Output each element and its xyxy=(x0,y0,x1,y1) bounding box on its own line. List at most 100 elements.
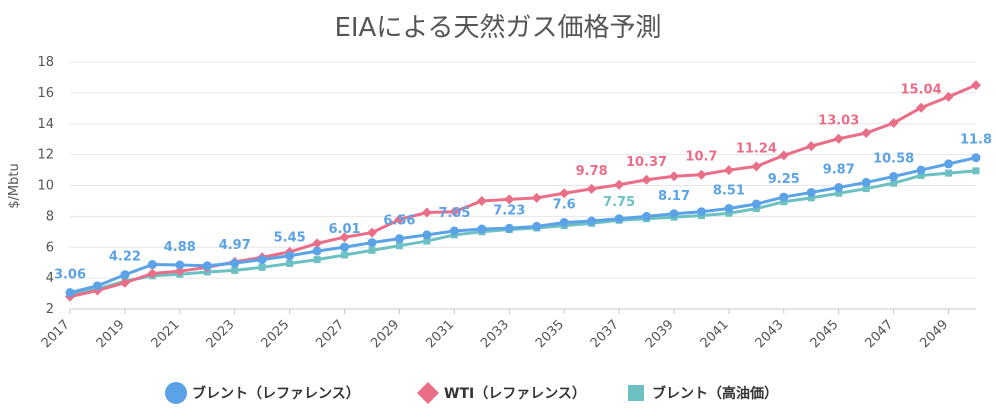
data-point xyxy=(477,224,487,234)
data-point xyxy=(368,246,376,254)
data-point xyxy=(394,234,404,244)
data-point xyxy=(504,194,515,205)
y-tick-label: 10 xyxy=(37,179,54,194)
data-point xyxy=(120,270,130,280)
data-point xyxy=(394,214,405,225)
data-point xyxy=(504,223,514,233)
y-tick-label: 14 xyxy=(37,117,54,132)
x-tick-label: 2033 xyxy=(478,317,512,351)
data-point xyxy=(230,258,240,268)
gridlines xyxy=(70,61,976,310)
data-point xyxy=(313,256,321,264)
data-point xyxy=(422,230,432,240)
x-tick-label: 2043 xyxy=(753,317,787,351)
data-point xyxy=(778,150,789,161)
data-point xyxy=(806,187,816,197)
y-tick-label: 12 xyxy=(37,148,54,163)
data-labels: 3.06 4.22 4.88 4.97 5.45 6.01 6.56 7.05 7.23 7.6 8… xyxy=(54,83,992,283)
x-tick-label: 2023 xyxy=(204,317,238,351)
data-point xyxy=(92,281,102,291)
data-label: 13.03 xyxy=(818,114,859,129)
data-label: 7.6 xyxy=(553,198,576,213)
data-point xyxy=(531,192,542,203)
data-point xyxy=(587,216,597,226)
data-point xyxy=(642,211,652,221)
data-label: 7.23 xyxy=(493,203,525,218)
data-label: 6.56 xyxy=(383,214,415,229)
data-point xyxy=(917,171,925,179)
series-1 xyxy=(65,153,981,298)
x-axis-ticks: 2017 2019 2021 2023 2025 2027 2029 2031 2033 2035… xyxy=(39,309,951,351)
data-label: 8.51 xyxy=(713,184,745,199)
data-point xyxy=(175,260,185,270)
data-point xyxy=(945,169,953,177)
data-point xyxy=(723,165,734,176)
data-point xyxy=(751,161,762,172)
data-label: 4.22 xyxy=(109,250,141,265)
x-tick-label: 2017 xyxy=(39,317,73,351)
data-point xyxy=(641,174,652,185)
data-point xyxy=(119,277,130,288)
data-point xyxy=(751,199,761,209)
legend-label: WTI（レファレンス） xyxy=(444,386,586,402)
data-label: 8.17 xyxy=(658,189,690,204)
data-point xyxy=(724,204,734,214)
data-point xyxy=(972,167,980,175)
legend-item-2[interactable]: WTI（レファレンス） xyxy=(417,382,586,404)
data-point xyxy=(725,209,733,217)
data-point xyxy=(696,169,707,180)
data-point xyxy=(916,102,927,113)
data-label: 9.25 xyxy=(768,172,800,187)
data-point xyxy=(888,117,899,128)
data-point xyxy=(395,242,403,250)
legend-square-icon xyxy=(628,385,644,401)
x-tick-label: 2037 xyxy=(588,317,622,351)
legend-item-1[interactable]: ブレント（レファレンス） xyxy=(165,382,360,404)
data-point xyxy=(971,80,981,91)
data-point xyxy=(890,179,898,187)
data-label: 4.97 xyxy=(219,238,251,253)
data-point xyxy=(341,251,349,259)
data-point xyxy=(861,128,872,139)
y-tick-label: 6 xyxy=(46,240,54,255)
data-label: 11.8 xyxy=(960,133,992,148)
data-point xyxy=(421,207,432,218)
data-point xyxy=(971,153,981,163)
data-label: 7.05 xyxy=(438,206,470,221)
data-point xyxy=(147,260,157,270)
y-tick-label: 2 xyxy=(46,302,54,317)
data-label: 3.06 xyxy=(54,268,86,283)
data-point xyxy=(614,214,624,224)
legend: ブレント（レファレンス） WTI（レファレンス） ブレント（高油価） xyxy=(165,382,778,404)
data-point xyxy=(669,209,679,219)
y-tick-label: 4 xyxy=(46,271,54,286)
data-point xyxy=(944,159,954,169)
data-point xyxy=(286,259,294,267)
x-tick-label: 2045 xyxy=(808,317,842,351)
data-point xyxy=(780,198,788,206)
data-label: 5.45 xyxy=(274,231,306,246)
data-point xyxy=(669,171,679,182)
series-group xyxy=(65,80,981,302)
data-point xyxy=(779,192,789,202)
data-label: 10.58 xyxy=(873,152,914,167)
x-tick-label: 2025 xyxy=(258,317,292,351)
x-tick-label: 2029 xyxy=(368,317,402,351)
x-tick-label: 2049 xyxy=(917,317,951,351)
data-label: 9.78 xyxy=(576,164,608,179)
data-point xyxy=(835,189,843,197)
data-point xyxy=(231,266,239,274)
data-point xyxy=(147,268,158,279)
data-point xyxy=(312,246,322,256)
x-tick-label: 2019 xyxy=(94,317,128,351)
data-label: 15.04 xyxy=(901,83,942,98)
legend-item-3[interactable]: ブレント（高油価） xyxy=(628,385,778,402)
legend-circle-icon xyxy=(165,382,187,404)
y-tick-label: 8 xyxy=(46,209,54,224)
data-label: 6.01 xyxy=(329,222,361,237)
data-label: 11.24 xyxy=(736,141,777,156)
data-label: 10.37 xyxy=(626,155,667,170)
data-point xyxy=(696,207,706,217)
data-point xyxy=(889,172,899,182)
